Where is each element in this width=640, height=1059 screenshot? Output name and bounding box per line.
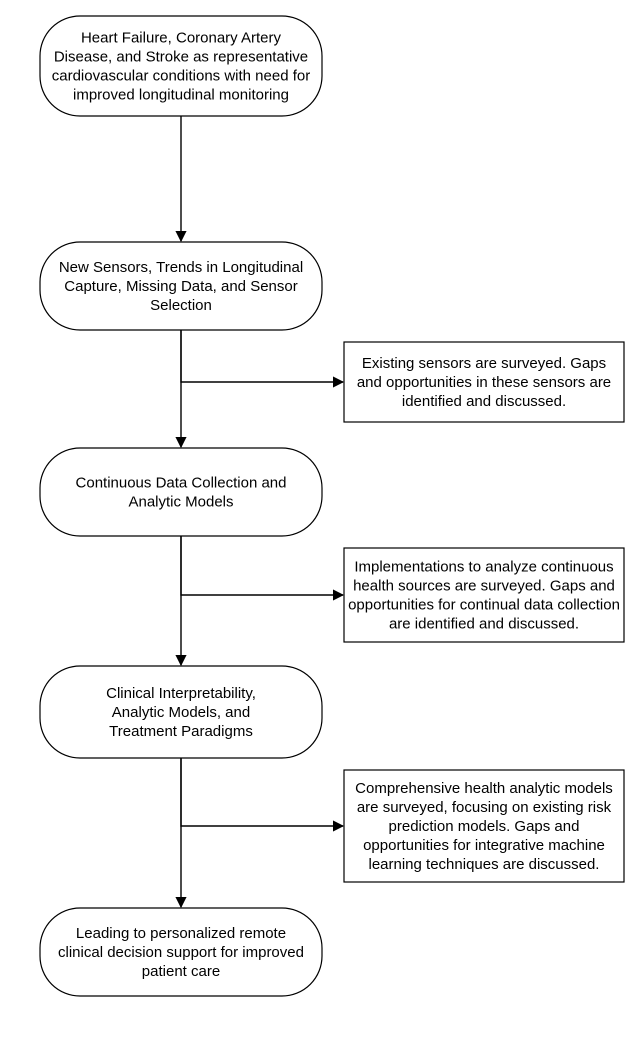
node-text: improved longitudinal monitoring (73, 86, 289, 103)
node-text: identified and discussed. (402, 393, 566, 410)
node-text: opportunities for continual data collect… (348, 596, 620, 613)
node-text: are surveyed, focusing on existing risk (357, 799, 612, 816)
node-text: Continuous Data Collection and (76, 474, 287, 491)
node-text: opportunities for integrative machine (363, 837, 605, 854)
node-text: Treatment Paradigms (109, 723, 253, 740)
node-n5: Leading to personalized remote clinical d… (40, 908, 322, 996)
node-text: Analytic Models (128, 493, 233, 510)
edge-branch (181, 758, 343, 826)
node-text: Existing sensors are surveyed. Gaps (362, 355, 606, 372)
node-text: Selection (150, 297, 212, 314)
node-text: Clinical Interpretability, (106, 685, 256, 702)
node-text: Analytic Models, and (112, 704, 250, 721)
node-text: are identified and discussed. (389, 615, 579, 632)
node-text: Comprehensive health analytic models (355, 780, 613, 797)
node-n3: Continuous Data Collection and Analytic M… (40, 448, 322, 536)
node-b2: Existing sensors are surveyed. Gaps and o… (344, 342, 624, 422)
node-text: learning techniques are discussed. (369, 856, 600, 873)
node-text: New Sensors, Trends in Longitudinal (59, 259, 303, 276)
node-n1: Heart Failure, Coronary Artery Disease, a… (40, 16, 322, 116)
node-b3: Implementations to analyze continuous hea… (344, 548, 624, 642)
flowchart: Heart Failure, Coronary Artery Disease, a… (0, 0, 640, 1059)
node-text: patient care (142, 963, 220, 980)
node-text: health sources are surveyed. Gaps and (353, 577, 615, 594)
node-text: Heart Failure, Coronary Artery (81, 29, 282, 46)
node-text: cardiovascular conditions with need for (52, 67, 310, 84)
node-n2: New Sensors, Trends in Longitudinal Captu… (40, 242, 322, 330)
node-n4: Clinical Interpretability, Analytic Model… (40, 666, 322, 758)
node-b4: Comprehensive health analytic models are … (344, 770, 624, 882)
node-text: Capture, Missing Data, and Sensor (64, 278, 297, 295)
node-text: clinical decision support for improved (58, 944, 304, 961)
edge-branch (181, 536, 343, 595)
edge-branch (181, 330, 343, 382)
node-text: prediction models. Gaps and (389, 818, 580, 835)
node-text: Disease, and Stroke as representative (54, 48, 308, 65)
node-text: Leading to personalized remote (76, 925, 286, 942)
node-text: and opportunities in these sensors are (357, 374, 611, 391)
node-text: Implementations to analyze continuous (354, 558, 613, 575)
